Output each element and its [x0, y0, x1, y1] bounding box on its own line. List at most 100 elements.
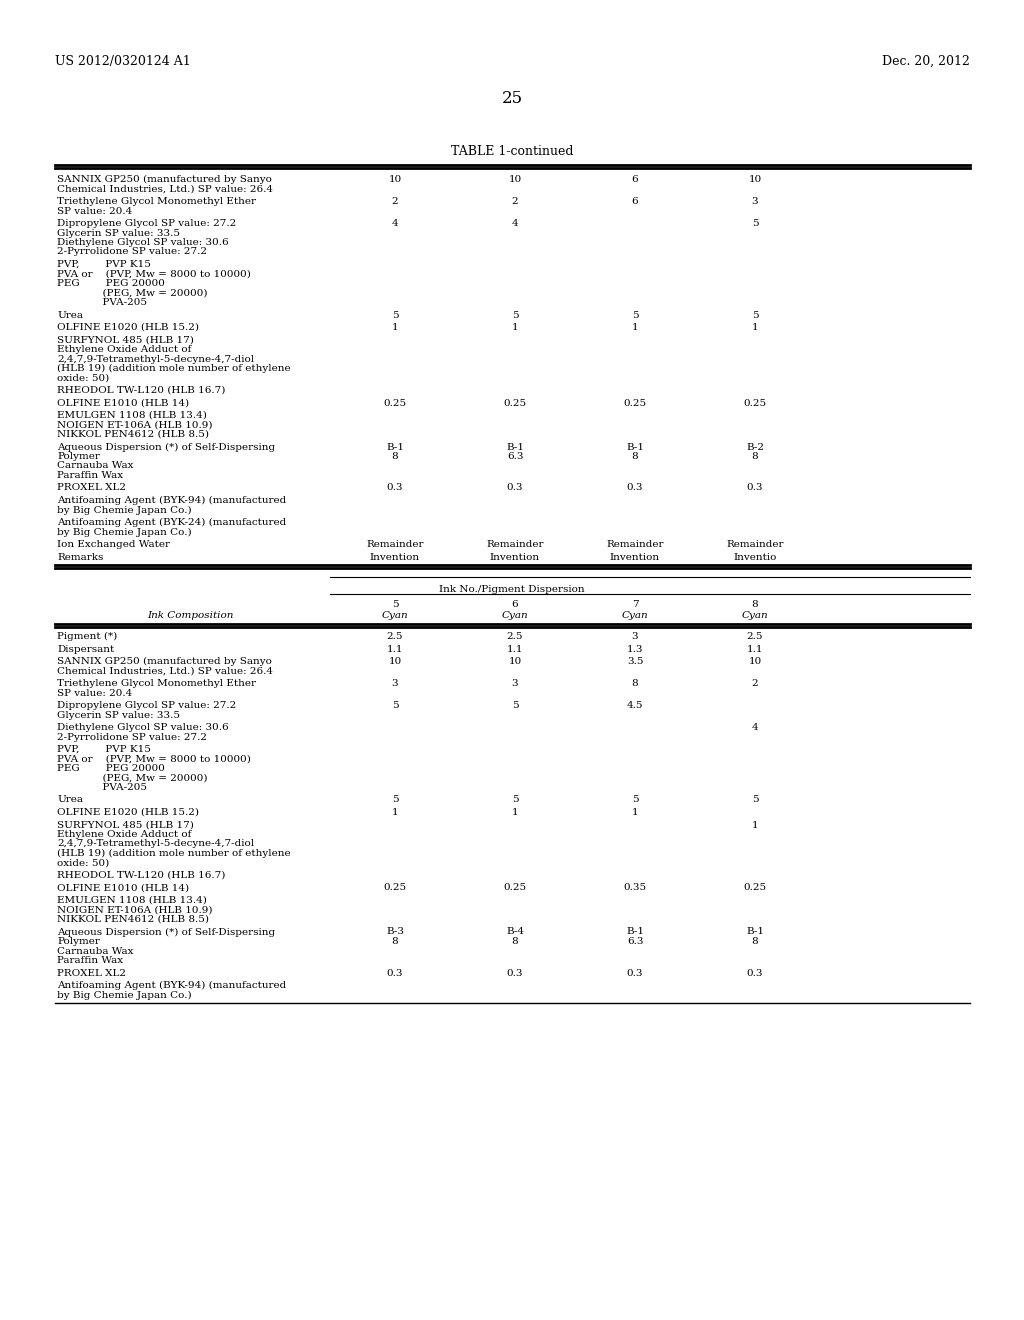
Text: 0.25: 0.25 [504, 883, 526, 892]
Text: Remainder: Remainder [606, 540, 664, 549]
Text: OLFINE E1020 (HLB 15.2): OLFINE E1020 (HLB 15.2) [57, 323, 199, 333]
Text: 8: 8 [752, 451, 759, 461]
Text: OLFINE E1010 (HLB 14): OLFINE E1010 (HLB 14) [57, 883, 189, 892]
Text: PVA-205: PVA-205 [57, 783, 147, 792]
Text: EMULGEN 1108 (HLB 13.4): EMULGEN 1108 (HLB 13.4) [57, 896, 207, 906]
Text: Dispersant: Dispersant [57, 644, 115, 653]
Text: Cyan: Cyan [502, 611, 528, 620]
Text: 1.1: 1.1 [507, 644, 523, 653]
Text: 5: 5 [392, 701, 398, 710]
Text: (HLB 19) (addition mole number of ethylene: (HLB 19) (addition mole number of ethyle… [57, 364, 291, 374]
Text: 0.35: 0.35 [624, 883, 646, 892]
Text: 2: 2 [392, 197, 398, 206]
Text: by Big Chemie Japan Co.): by Big Chemie Japan Co.) [57, 528, 191, 537]
Text: Chemical Industries, Ltd.) SP value: 26.4: Chemical Industries, Ltd.) SP value: 26.… [57, 667, 273, 676]
Text: B-1: B-1 [506, 442, 524, 451]
Text: Polymer: Polymer [57, 937, 100, 946]
Text: (PEG, Mw = 20000): (PEG, Mw = 20000) [57, 289, 208, 297]
Text: 2-Pyrrolidone SP value: 27.2: 2-Pyrrolidone SP value: 27.2 [57, 248, 207, 256]
Text: NOIGEN ET-106A (HLB 10.9): NOIGEN ET-106A (HLB 10.9) [57, 906, 213, 915]
Text: 5: 5 [752, 796, 759, 804]
Text: Antifoaming Agent (BYK-94) (manufactured: Antifoaming Agent (BYK-94) (manufactured [57, 496, 287, 506]
Text: 2.5: 2.5 [507, 632, 523, 642]
Text: 5: 5 [632, 310, 638, 319]
Text: 1: 1 [512, 808, 518, 817]
Text: 2: 2 [512, 197, 518, 206]
Text: Pigment (*): Pigment (*) [57, 632, 118, 642]
Text: Remainder: Remainder [726, 540, 783, 549]
Text: 0.25: 0.25 [624, 399, 646, 408]
Text: TABLE 1-continued: TABLE 1-continued [451, 145, 573, 158]
Text: Dec. 20, 2012: Dec. 20, 2012 [882, 55, 970, 69]
Text: 25: 25 [502, 90, 522, 107]
Text: PVP,        PVP K15: PVP, PVP K15 [57, 744, 151, 754]
Text: 5: 5 [512, 701, 518, 710]
Text: 4: 4 [392, 219, 398, 228]
Text: 0.3: 0.3 [507, 969, 523, 978]
Text: SP value: 20.4: SP value: 20.4 [57, 689, 132, 697]
Text: 8: 8 [632, 451, 638, 461]
Text: 4.5: 4.5 [627, 701, 643, 710]
Text: Aqueous Dispersion (*) of Self-Dispersing: Aqueous Dispersion (*) of Self-Dispersin… [57, 442, 275, 451]
Text: 8: 8 [512, 937, 518, 946]
Text: 10: 10 [749, 657, 762, 667]
Text: Diethylene Glycol SP value: 30.6: Diethylene Glycol SP value: 30.6 [57, 723, 228, 733]
Text: Cyan: Cyan [741, 611, 768, 620]
Text: by Big Chemie Japan Co.): by Big Chemie Japan Co.) [57, 506, 191, 515]
Text: 1: 1 [752, 323, 759, 333]
Text: 6.3: 6.3 [507, 451, 523, 461]
Text: PEG        PEG 20000: PEG PEG 20000 [57, 764, 165, 774]
Text: RHEODOL TW-L120 (HLB 16.7): RHEODOL TW-L120 (HLB 16.7) [57, 385, 225, 395]
Text: Urea: Urea [57, 310, 83, 319]
Text: Glycerin SP value: 33.5: Glycerin SP value: 33.5 [57, 710, 180, 719]
Text: Carnauba Wax: Carnauba Wax [57, 946, 133, 956]
Text: 2: 2 [752, 678, 759, 688]
Text: 10: 10 [388, 176, 401, 183]
Text: Paraffin Wax: Paraffin Wax [57, 471, 123, 480]
Text: 2,4,7,9-Tetramethyl-5-decyne-4,7-diol: 2,4,7,9-Tetramethyl-5-decyne-4,7-diol [57, 355, 254, 363]
Text: Ethylene Oxide Adduct of: Ethylene Oxide Adduct of [57, 345, 191, 354]
Text: Ink Composition: Ink Composition [146, 611, 233, 620]
Text: (HLB 19) (addition mole number of ethylene: (HLB 19) (addition mole number of ethyle… [57, 849, 291, 858]
Text: B-1: B-1 [626, 442, 644, 451]
Text: B-1: B-1 [386, 442, 404, 451]
Text: Invention: Invention [489, 553, 540, 561]
Text: Invention: Invention [370, 553, 420, 561]
Text: 3.5: 3.5 [627, 657, 643, 667]
Text: 1.1: 1.1 [387, 644, 403, 653]
Text: Paraffin Wax: Paraffin Wax [57, 956, 123, 965]
Text: 6: 6 [632, 197, 638, 206]
Text: Remarks: Remarks [57, 553, 103, 561]
Text: 6.3: 6.3 [627, 937, 643, 946]
Text: B-1: B-1 [746, 928, 764, 936]
Text: Polymer: Polymer [57, 451, 100, 461]
Text: Remainder: Remainder [367, 540, 424, 549]
Text: 1: 1 [632, 323, 638, 333]
Text: Urea: Urea [57, 796, 83, 804]
Text: 4: 4 [512, 219, 518, 228]
Text: EMULGEN 1108 (HLB 13.4): EMULGEN 1108 (HLB 13.4) [57, 411, 207, 420]
Text: US 2012/0320124 A1: US 2012/0320124 A1 [55, 55, 190, 69]
Text: (PEG, Mw = 20000): (PEG, Mw = 20000) [57, 774, 208, 783]
Text: 2-Pyrrolidone SP value: 27.2: 2-Pyrrolidone SP value: 27.2 [57, 733, 207, 742]
Text: PROXEL XL2: PROXEL XL2 [57, 969, 126, 978]
Text: 0.3: 0.3 [387, 969, 403, 978]
Text: 8: 8 [632, 678, 638, 688]
Text: SANNIX GP250 (manufactured by Sanyo: SANNIX GP250 (manufactured by Sanyo [57, 176, 272, 183]
Text: NOIGEN ET-106A (HLB 10.9): NOIGEN ET-106A (HLB 10.9) [57, 421, 213, 429]
Text: NIKKOL PEN4612 (HLB 8.5): NIKKOL PEN4612 (HLB 8.5) [57, 430, 209, 440]
Text: 3: 3 [392, 678, 398, 688]
Text: Chemical Industries, Ltd.) SP value: 26.4: Chemical Industries, Ltd.) SP value: 26.… [57, 185, 273, 194]
Text: 8: 8 [392, 451, 398, 461]
Text: 0.3: 0.3 [746, 969, 763, 978]
Text: 0.3: 0.3 [627, 969, 643, 978]
Text: Dipropylene Glycol SP value: 27.2: Dipropylene Glycol SP value: 27.2 [57, 701, 237, 710]
Text: SURFYNOL 485 (HLB 17): SURFYNOL 485 (HLB 17) [57, 821, 194, 829]
Text: Ethylene Oxide Adduct of: Ethylene Oxide Adduct of [57, 830, 191, 840]
Text: Remainder: Remainder [486, 540, 544, 549]
Text: oxide: 50): oxide: 50) [57, 858, 110, 867]
Text: B-1: B-1 [626, 928, 644, 936]
Text: 1: 1 [752, 821, 759, 829]
Text: Diethylene Glycol SP value: 30.6: Diethylene Glycol SP value: 30.6 [57, 238, 228, 247]
Text: Antifoaming Agent (BYK-24) (manufactured: Antifoaming Agent (BYK-24) (manufactured [57, 517, 287, 527]
